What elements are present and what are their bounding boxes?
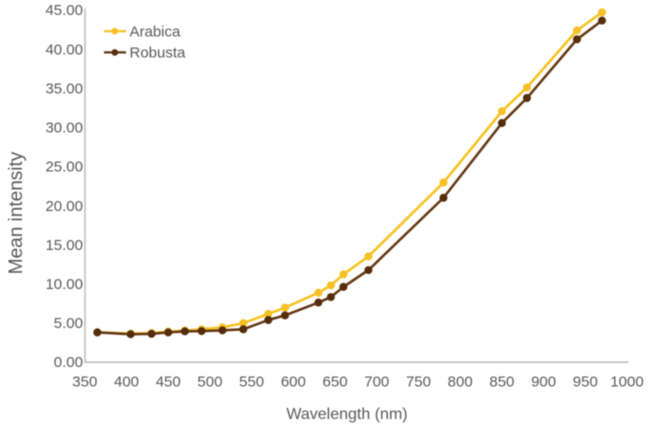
svg-text:450: 450 [156, 374, 181, 391]
svg-text:600: 600 [281, 374, 306, 391]
svg-text:Mean intensity: Mean intensity [6, 151, 27, 274]
svg-text:400: 400 [114, 374, 139, 391]
svg-text:0.00: 0.00 [54, 354, 83, 371]
svg-text:5.00: 5.00 [54, 315, 83, 332]
svg-text:550: 550 [239, 374, 264, 391]
svg-text:20.00: 20.00 [45, 198, 83, 215]
svg-text:350: 350 [72, 374, 97, 391]
svg-text:700: 700 [364, 374, 389, 391]
svg-text:950: 950 [573, 374, 598, 391]
svg-text:Robusta: Robusta [130, 45, 187, 62]
svg-text:25.00: 25.00 [45, 159, 83, 176]
svg-text:15.00: 15.00 [45, 237, 83, 254]
svg-text:750: 750 [406, 374, 431, 391]
svg-text:800: 800 [448, 374, 473, 391]
svg-text:30.00: 30.00 [45, 120, 83, 137]
svg-text:45.00: 45.00 [45, 2, 83, 19]
svg-text:650: 650 [323, 374, 348, 391]
svg-text:850: 850 [489, 374, 514, 391]
svg-text:35.00: 35.00 [45, 80, 83, 97]
svg-text:500: 500 [197, 374, 222, 391]
svg-text:Arabica: Arabica [130, 23, 182, 40]
svg-text:10.00: 10.00 [45, 276, 83, 293]
svg-text:Wavelength (nm): Wavelength (nm) [286, 406, 407, 423]
svg-text:900: 900 [531, 374, 556, 391]
svg-text:40.00: 40.00 [45, 41, 83, 58]
svg-text:1000: 1000 [610, 374, 643, 391]
